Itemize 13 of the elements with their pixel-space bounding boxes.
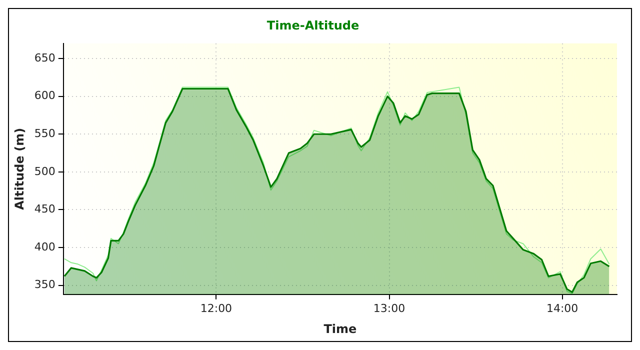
y-tick-label: 550: [34, 126, 56, 140]
y-tick-label: 650: [34, 51, 56, 64]
y-tick-label: 500: [34, 164, 56, 178]
x-tick-label: 14:00: [546, 302, 578, 315]
y-tick-label: 350: [34, 278, 56, 292]
y-tick-label: 400: [34, 240, 56, 254]
chart-title: Time-Altitude: [266, 18, 360, 32]
y-tick-label: 450: [34, 202, 56, 216]
x-axis-title: Time: [324, 322, 357, 336]
y-tick-label: 600: [34, 89, 56, 102]
x-tick-label: 13:00: [373, 302, 406, 315]
x-tick-label: 12:00: [200, 302, 232, 315]
y-axis-title: Altitude (m): [12, 128, 26, 210]
